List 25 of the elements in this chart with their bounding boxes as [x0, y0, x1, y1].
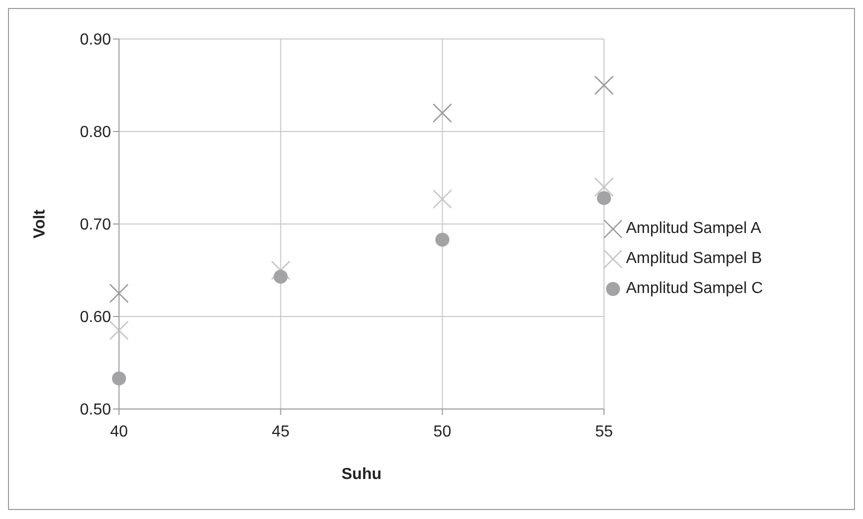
- point: [271, 260, 290, 280]
- y-tick-label: 0.50: [80, 402, 112, 419]
- legend-label: Amplitud Sampel A: [626, 220, 762, 238]
- point: [274, 270, 288, 284]
- x-tick-label: 50: [433, 423, 452, 440]
- point: [432, 189, 452, 209]
- point: [432, 103, 452, 123]
- legend-label: Amplitud Sampel C: [626, 280, 763, 298]
- point: [109, 320, 129, 340]
- y-tick-label: 0.60: [80, 309, 112, 326]
- point: [112, 371, 126, 386]
- legend-label: Amplitud Sampel B: [626, 250, 762, 268]
- x-tick-label: 45: [272, 423, 290, 440]
- y-axis-title: Volt: [32, 208, 49, 239]
- x-tick-label: 40: [110, 423, 128, 440]
- point: [597, 191, 611, 206]
- point: [109, 284, 129, 304]
- point: [594, 177, 614, 197]
- y-tick-label: 0.70: [80, 216, 112, 234]
- y-tick-label: 0.80: [80, 124, 112, 142]
- point: [435, 232, 450, 247]
- x-tick-label: 55: [595, 423, 613, 440]
- point: [594, 76, 614, 95]
- x-axis-title: Suhu: [342, 466, 382, 483]
- y-tick-label: 0.90: [80, 32, 112, 49]
